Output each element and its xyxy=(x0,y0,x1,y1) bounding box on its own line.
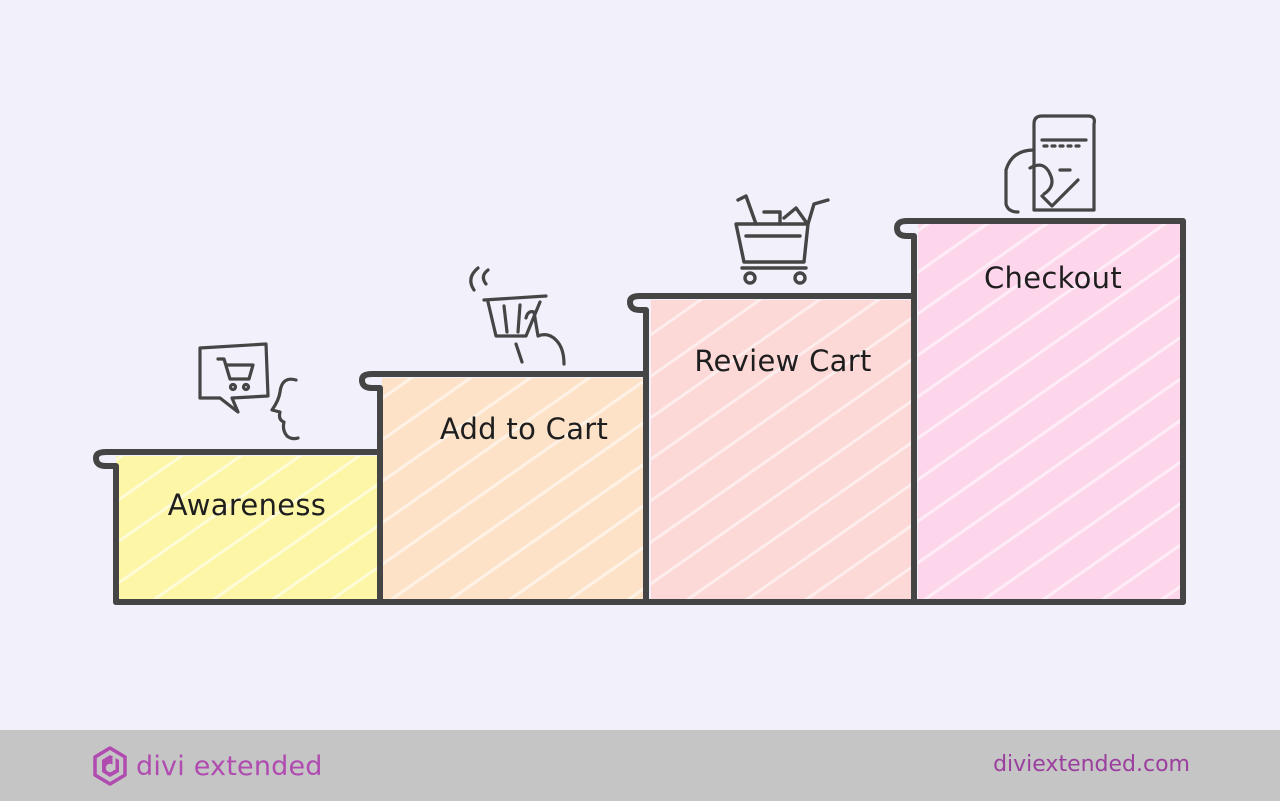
step-add-to-cart-block xyxy=(382,378,645,602)
divi-extended-logo-icon xyxy=(93,746,127,786)
speech-bubble-cart-icon xyxy=(198,342,300,441)
step-add-to-cart-label: Add to Cart xyxy=(439,412,609,446)
step-awareness-label: Awareness xyxy=(167,488,327,522)
step-review-cart-block xyxy=(651,300,914,602)
hand-basket-icon xyxy=(469,266,566,366)
footer-bar: divi extended diviextended.com xyxy=(0,730,1280,801)
step-review-cart-label: Review Cart xyxy=(694,344,872,378)
shopping-cart-icon xyxy=(734,194,830,285)
funnel-stairs-diagram: Awareness Add to Cart Review Cart Checko… xyxy=(93,114,1186,605)
step-checkout-label: Checkout xyxy=(983,261,1123,295)
site-url-link[interactable]: diviextended.com xyxy=(993,752,1190,777)
step-checkout-block xyxy=(918,222,1184,602)
stairs-outline xyxy=(93,218,1186,605)
brand-name: divi extended xyxy=(136,750,323,782)
step-awareness-block xyxy=(116,456,379,602)
stairs-svg xyxy=(93,114,1186,605)
brand[interactable]: divi extended xyxy=(92,746,323,786)
receipt-payment-icon xyxy=(1004,114,1096,214)
